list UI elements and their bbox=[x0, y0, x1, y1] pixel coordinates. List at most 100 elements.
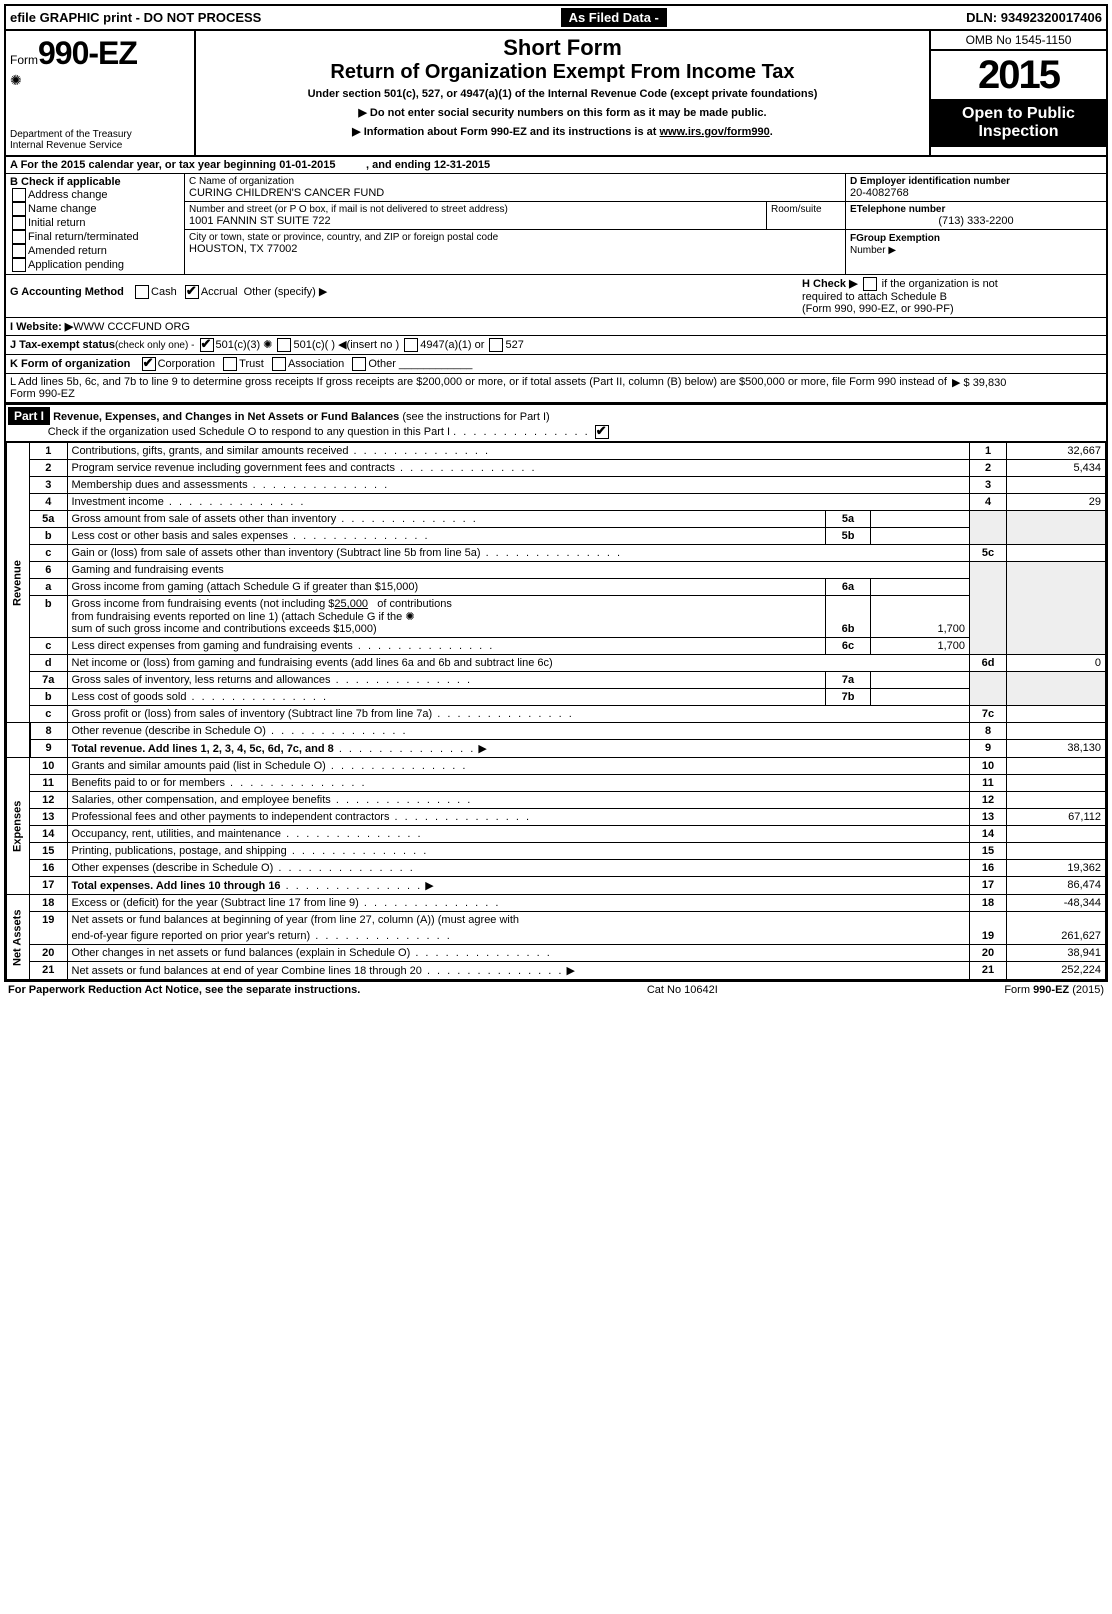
line-num-6: 6 bbox=[30, 562, 68, 579]
j-label: J Tax-exempt status bbox=[10, 339, 115, 351]
check-name-change[interactable] bbox=[12, 202, 26, 216]
opt-trust: Trust bbox=[239, 358, 264, 370]
header-left: Form990-EZ ✺ Department of the Treasury … bbox=[6, 31, 196, 155]
line5b-text: Less cost or other basis and sales expen… bbox=[72, 530, 288, 542]
footer-mid: Cat No 10642I bbox=[647, 984, 718, 996]
bcdef-block: B Check if applicable Address change Nam… bbox=[6, 174, 1106, 275]
check-final-return[interactable] bbox=[12, 230, 26, 244]
org-street: 1001 FANNIN ST SUITE 722 bbox=[189, 215, 762, 227]
shade-7 bbox=[970, 672, 1007, 706]
check-501c3[interactable] bbox=[200, 338, 214, 352]
line21-text: Net assets or fund balances at end of ye… bbox=[72, 965, 422, 977]
j-note: (check only one) - bbox=[115, 340, 194, 351]
top-bar: efile GRAPHIC print - DO NOT PROCESS As … bbox=[6, 6, 1106, 31]
dept-line2: Internal Revenue Service bbox=[10, 140, 190, 151]
line-num-6b: b bbox=[30, 596, 68, 638]
check-application-pending[interactable] bbox=[12, 258, 26, 272]
col-num-16: 16 bbox=[970, 860, 1007, 877]
line-num-20: 20 bbox=[30, 945, 68, 962]
line9-text: Total revenue. Add lines 1, 2, 3, 4, 5c,… bbox=[72, 743, 334, 755]
line-num-6d: d bbox=[30, 655, 68, 672]
line15-value bbox=[1007, 843, 1106, 860]
asfiled-box: As Filed Data - bbox=[561, 8, 667, 27]
line17-value: 86,474 bbox=[1007, 877, 1106, 895]
notice2-link[interactable]: www.irs.gov/form990 bbox=[660, 126, 770, 138]
check-accrual[interactable] bbox=[185, 285, 199, 299]
check-initial-return[interactable] bbox=[12, 216, 26, 230]
check-corporation[interactable] bbox=[142, 357, 156, 371]
line-num-6c: c bbox=[30, 638, 68, 655]
line-num-15: 15 bbox=[30, 843, 68, 860]
opt-address-change: Address change bbox=[28, 189, 108, 201]
col-num-2: 2 bbox=[970, 460, 1007, 477]
footer-right: Form 990-EZ (2015) bbox=[1004, 984, 1104, 996]
line8-value bbox=[1007, 723, 1106, 740]
notice2-post: . bbox=[770, 126, 773, 138]
c-label: C Name of organization bbox=[189, 176, 841, 187]
line-k: K Form of organization Corporation Trust… bbox=[6, 355, 1106, 374]
part1-header-row: Part I Revenue, Expenses, and Changes in… bbox=[6, 403, 1106, 442]
col-num-17: 17 bbox=[970, 877, 1007, 895]
col-num-9: 9 bbox=[970, 740, 1007, 758]
col-num-13: 13 bbox=[970, 809, 1007, 826]
line11-text: Benefits paid to or for members bbox=[72, 777, 225, 789]
form-number: 990-EZ bbox=[38, 35, 137, 71]
form-prefix: Form bbox=[10, 53, 38, 67]
line18-text: Excess or (deficit) for the year (Subtra… bbox=[72, 897, 359, 909]
h-line1b: if the organization is not bbox=[882, 278, 998, 290]
inner-7b: 7b bbox=[826, 689, 871, 706]
check-501c[interactable] bbox=[277, 338, 291, 352]
dots bbox=[331, 674, 473, 686]
dots bbox=[164, 496, 306, 508]
check-other-org[interactable] bbox=[352, 357, 366, 371]
check-association[interactable] bbox=[272, 357, 286, 371]
check-h[interactable] bbox=[863, 277, 877, 291]
line-num-12: 12 bbox=[30, 792, 68, 809]
lines-table: Revenue 1 Contributions, gifts, grants, … bbox=[6, 442, 1106, 980]
opt-other-org: Other bbox=[368, 358, 396, 370]
block-c: C Name of organization CURING CHILDREN'S… bbox=[185, 174, 845, 274]
ein-value: 20-4082768 bbox=[850, 187, 1102, 199]
inner-6c-val: 1,700 bbox=[871, 638, 970, 655]
line13-value: 67,112 bbox=[1007, 809, 1106, 826]
line6-text: Gaming and fundraising events bbox=[67, 562, 970, 579]
inner-5a: 5a bbox=[826, 511, 871, 528]
dots bbox=[273, 862, 415, 874]
dots bbox=[453, 426, 590, 438]
inner-6b: 6b bbox=[826, 596, 871, 638]
short-form-title: Short Form bbox=[200, 35, 925, 61]
check-amended-return[interactable] bbox=[12, 244, 26, 258]
line-num-3: 3 bbox=[30, 477, 68, 494]
line-num-7c: c bbox=[30, 706, 68, 723]
line7c-text: Gross profit or (loss) from sales of inv… bbox=[72, 708, 433, 720]
line-num-2: 2 bbox=[30, 460, 68, 477]
check-trust[interactable] bbox=[223, 357, 237, 371]
check-527[interactable] bbox=[489, 338, 503, 352]
tax-year: 2015 bbox=[931, 51, 1106, 99]
line8-text: Other revenue (describe in Schedule O) bbox=[72, 725, 266, 737]
line6b-text1: Gross income from fundraising events (no… bbox=[72, 598, 335, 610]
opt-name-change: Name change bbox=[28, 203, 97, 215]
col-num-5c: 5c bbox=[970, 545, 1007, 562]
check-schedule-o-part1[interactable] bbox=[595, 425, 609, 439]
efile-notice: efile GRAPHIC print - DO NOT PROCESS bbox=[10, 10, 261, 25]
line6a-text: Gross income from gaming (attach Schedul… bbox=[72, 581, 419, 593]
gh-row: G Accounting Method Cash Accrual Other (… bbox=[6, 275, 1106, 318]
shade-6-val bbox=[1007, 562, 1106, 655]
line10-text: Grants and similar amounts paid (list in… bbox=[72, 760, 326, 772]
line-num-11: 11 bbox=[30, 775, 68, 792]
line-num-4: 4 bbox=[30, 494, 68, 511]
check-cash[interactable] bbox=[135, 285, 149, 299]
inner-6b-val: 1,700 bbox=[871, 596, 970, 638]
notice-info: ▶ Information about Form 990-EZ and its … bbox=[200, 125, 925, 138]
line6b-text2: from fundraising events reported on line… bbox=[72, 611, 403, 623]
line-num-17: 17 bbox=[30, 877, 68, 895]
line-num-21: 21 bbox=[30, 962, 68, 980]
k-label: K Form of organization bbox=[10, 358, 130, 370]
inner-5b-val bbox=[871, 528, 970, 545]
check-4947[interactable] bbox=[404, 338, 418, 352]
check-address-change[interactable] bbox=[12, 188, 26, 202]
line3-value bbox=[1007, 477, 1106, 494]
dln: DLN: 93492320017406 bbox=[966, 10, 1102, 25]
room-label: Room/suite bbox=[771, 204, 841, 215]
